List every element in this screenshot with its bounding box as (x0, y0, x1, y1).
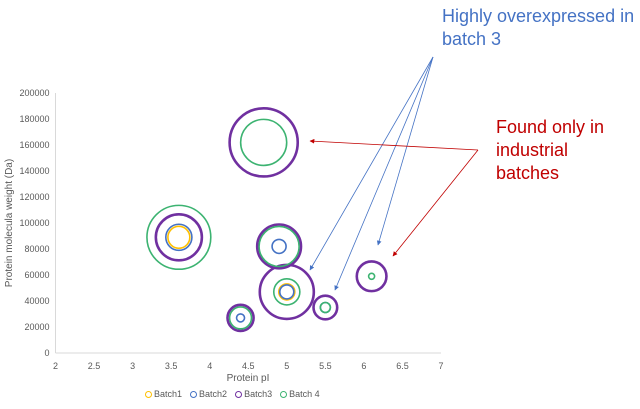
y-tick-label: 0 (44, 348, 49, 358)
y-tick-label: 60000 (24, 270, 49, 280)
x-tick-label: 2 (53, 361, 58, 371)
legend-label: Batch 4 (289, 389, 320, 399)
x-tick-label: 4.5 (242, 361, 255, 371)
y-tick-label: 160000 (19, 140, 49, 150)
y-tick-label: 120000 (19, 192, 49, 202)
bubble-batch1 (277, 283, 296, 301)
bubble-batch3 (255, 223, 303, 270)
x-tick-label: 4 (207, 361, 212, 371)
legend-item: Batch 4 (280, 389, 320, 399)
arrow-industrial (392, 149, 479, 257)
legend: Batch1 Batch2 Batch3 Batch 4 (145, 389, 320, 399)
y-tick-label: 80000 (24, 244, 49, 254)
legend-marker-icon (235, 390, 243, 398)
bubble-batch3 (226, 303, 255, 333)
bubble-batch4 (367, 272, 376, 281)
legend-marker-icon (190, 390, 198, 398)
annotation-overexpressed: Highly overexpressed in batch 3 (442, 6, 635, 49)
x-tick-label: 5.5 (319, 361, 332, 371)
bubble-batch4 (146, 204, 212, 271)
y-tick-label: 180000 (19, 114, 49, 124)
x-tick-label: 3 (130, 361, 135, 371)
legend-label: Batch3 (244, 389, 273, 399)
bubble-batch2 (235, 313, 246, 323)
legend-marker-icon (280, 390, 288, 398)
legend-label: Batch1 (154, 389, 183, 399)
legend-item: Batch2 (190, 389, 227, 399)
bubble-batch4 (319, 301, 332, 314)
arrow-industrial (309, 138, 479, 151)
bubble-batch2 (271, 238, 287, 255)
axes: 2 2.5 3 3.5 4 4.5 5 5.5 6 6.5 7 0 20000 40000 60000 800… (19, 88, 443, 371)
x-tick-label: 2.5 (88, 361, 101, 371)
bubble-batch3 (258, 263, 316, 321)
bubble-batch4 (228, 306, 253, 330)
y-tick-label: 20000 (24, 322, 49, 332)
annotation-industrial: Found only in industrial batches (496, 117, 605, 183)
y-axis-label: Protein molecula weight (Da) (4, 159, 15, 287)
legend-marker-icon (145, 390, 152, 398)
bubble-batch3 (355, 260, 388, 293)
arrow-overexpressed (376, 56, 434, 246)
bubble-batch2 (165, 223, 193, 252)
arrow-overexpressed (309, 56, 434, 271)
y-tick-label: 200000 (19, 88, 49, 98)
bubble-batch1 (167, 225, 191, 250)
bubble-batch2 (278, 284, 295, 300)
bubble-batch3 (312, 294, 339, 321)
bubble-batch4 (258, 225, 300, 268)
bubbles (146, 107, 388, 333)
y-tick-label: 40000 (24, 296, 49, 306)
bubble-batch3 (154, 212, 204, 262)
x-tick-label: 6 (361, 361, 366, 371)
x-tick-label: 6.5 (396, 361, 409, 371)
legend-label: Batch2 (199, 389, 228, 399)
legend-item: Batch3 (235, 389, 272, 399)
arrow-overexpressed (334, 56, 434, 291)
x-axis-label: Protein pI (227, 373, 270, 384)
annotation-arrows (309, 56, 479, 291)
y-tick-label: 100000 (19, 218, 49, 228)
x-tick-label: 7 (438, 361, 443, 371)
x-tick-label: 3.5 (165, 361, 178, 371)
bubble-batch3 (228, 107, 300, 178)
x-tick-label: 5 (284, 361, 289, 371)
bubble-batch4 (239, 118, 288, 167)
bubble-batch4 (272, 278, 301, 306)
legend-item: Batch1 (145, 389, 182, 399)
y-tick-label: 140000 (19, 166, 49, 176)
